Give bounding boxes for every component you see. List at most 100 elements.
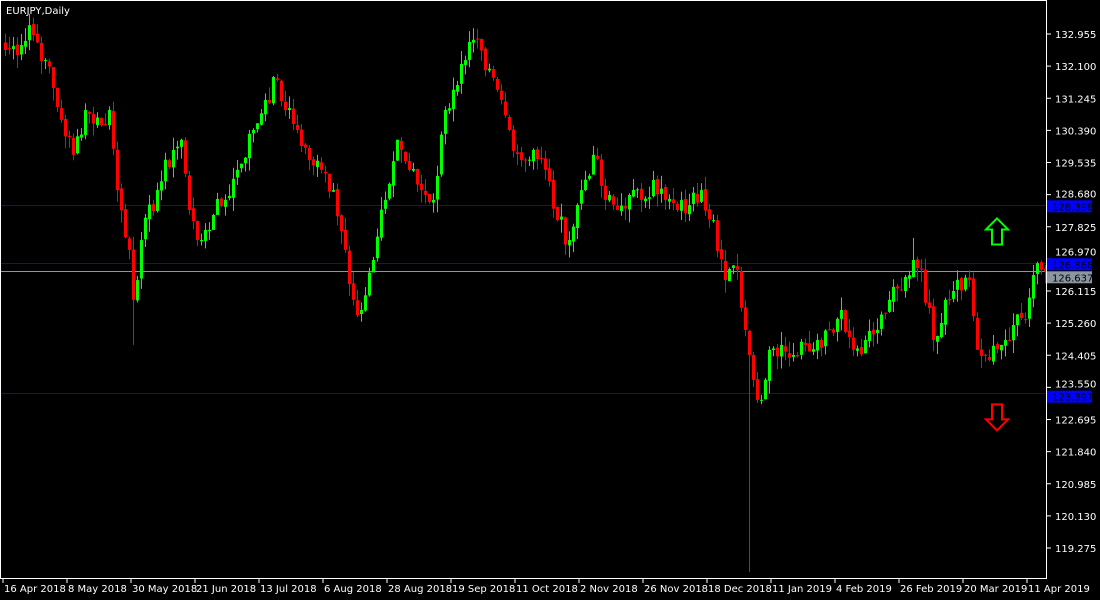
- y-tick-label: 121.840: [1055, 448, 1096, 459]
- candle: [860, 339, 863, 357]
- candle: [436, 165, 439, 213]
- candle: [40, 36, 43, 74]
- candle: [348, 245, 351, 296]
- candle: [816, 333, 819, 360]
- y-tick-label: 127.825: [1055, 223, 1096, 234]
- x-tick-label: 11 Apr 2019: [1028, 584, 1090, 595]
- candle-body: [376, 236, 379, 259]
- y-tick-label: 128.680: [1055, 189, 1096, 200]
- x-tick-label: 16 Apr 2018: [4, 584, 66, 595]
- candle: [972, 272, 975, 322]
- candle-body: [632, 190, 635, 197]
- candle-body: [1004, 340, 1007, 346]
- candle: [156, 182, 159, 213]
- candle: [452, 77, 455, 122]
- candle-body: [32, 24, 35, 36]
- candle-body: [696, 193, 699, 203]
- candle-body: [848, 330, 851, 338]
- candle: [72, 133, 75, 161]
- candle-body: [428, 193, 431, 202]
- candle: [140, 231, 143, 289]
- candle: [180, 138, 183, 159]
- candle-body: [684, 199, 687, 213]
- candle: [172, 137, 175, 178]
- candle: [216, 192, 219, 216]
- candle-body: [96, 117, 99, 126]
- candle-body: [724, 260, 727, 280]
- candle-body: [52, 67, 55, 88]
- candle: [48, 58, 51, 74]
- candle: [56, 87, 59, 113]
- candle: [836, 317, 839, 342]
- candle: [372, 256, 375, 273]
- y-tick-label: 119.275: [1055, 544, 1096, 555]
- candle: [324, 165, 327, 183]
- candle: [428, 193, 431, 204]
- candle: [780, 332, 783, 369]
- candle: [232, 167, 235, 211]
- candle: [684, 189, 687, 222]
- candle-body: [36, 33, 39, 43]
- candle-body: [348, 250, 351, 285]
- candle-body: [992, 345, 995, 362]
- candle-body: [784, 346, 787, 352]
- candle-body: [484, 48, 487, 71]
- y-tick-label: 126.970: [1055, 247, 1096, 258]
- candle: [484, 47, 487, 77]
- candle-body: [648, 197, 651, 199]
- candle-body: [732, 265, 735, 268]
- candle: [912, 237, 915, 278]
- candle-body: [652, 179, 655, 197]
- candle-body: [860, 347, 863, 355]
- candle-body: [928, 302, 931, 309]
- candle-body: [640, 188, 643, 200]
- candle-body: [236, 169, 239, 178]
- candle-body: [548, 168, 551, 182]
- candle-body: [712, 220, 715, 222]
- candle: [512, 125, 515, 158]
- price-line-label-bg: [1047, 390, 1092, 403]
- candle: [468, 31, 471, 68]
- candle: [392, 151, 395, 198]
- candle: [496, 77, 499, 92]
- candle: [896, 283, 899, 302]
- candle-body: [24, 40, 27, 47]
- candle-body: [176, 146, 179, 149]
- candle-body: [980, 349, 983, 356]
- candle: [832, 327, 835, 336]
- candle-body: [896, 286, 899, 289]
- candle: [1012, 313, 1015, 354]
- candle: [852, 327, 855, 356]
- candle-body: [872, 329, 875, 335]
- candle: [144, 214, 147, 248]
- candle: [1044, 265, 1047, 284]
- candle: [148, 195, 151, 232]
- candle: [596, 147, 599, 161]
- candle: [400, 137, 403, 164]
- candle-body: [616, 205, 619, 211]
- candle: [628, 193, 631, 223]
- candle-body: [380, 209, 383, 238]
- candle: [88, 111, 91, 124]
- candle-body: [864, 340, 867, 354]
- candle-body: [128, 238, 131, 250]
- candle-body: [124, 209, 127, 238]
- candle: [968, 270, 971, 288]
- candle-body: [592, 154, 595, 175]
- y-tick-label: 130.390: [1055, 126, 1096, 137]
- candle-body: [280, 80, 283, 101]
- candle: [1040, 260, 1043, 275]
- candle-body: [232, 178, 235, 198]
- x-tick-label: 18 Dec 2018: [708, 584, 772, 595]
- candle: [788, 341, 791, 367]
- candle: [508, 114, 511, 132]
- candle: [12, 36, 15, 60]
- x-tick-label: 19 Sep 2018: [452, 584, 515, 595]
- candle: [524, 157, 527, 172]
- candle: [1028, 288, 1031, 327]
- candle-body: [508, 116, 511, 130]
- candle-body: [580, 190, 583, 204]
- candle-body: [188, 175, 191, 211]
- price-line-labels: 128.398 126.868 126.637 123.397: [1047, 200, 1093, 404]
